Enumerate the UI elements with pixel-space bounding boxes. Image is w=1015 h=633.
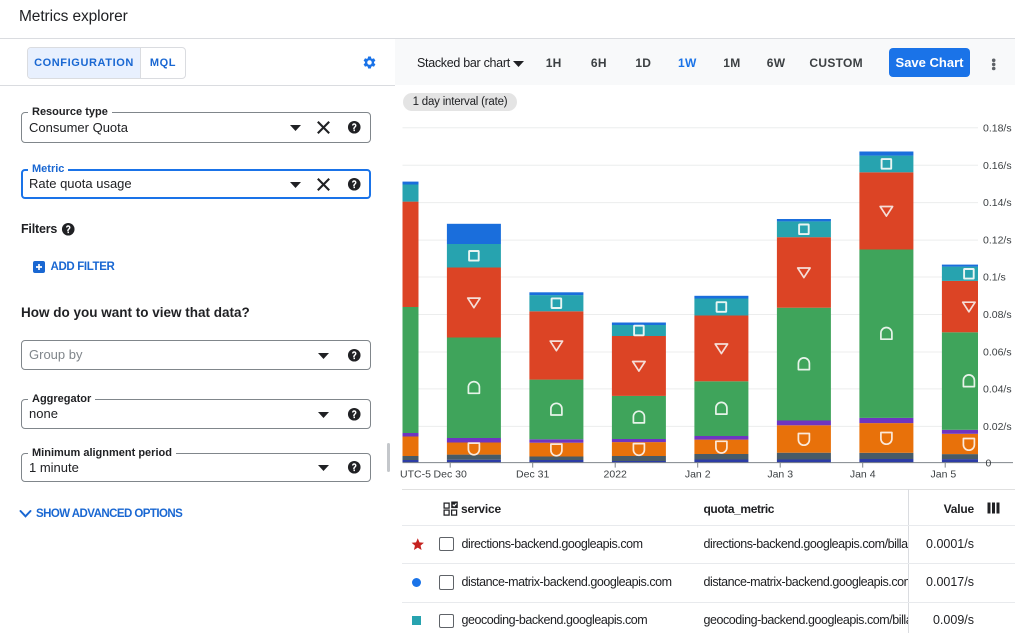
svg-text:0.02/s: 0.02/s xyxy=(983,421,1012,433)
svg-text:Jan 2: Jan 2 xyxy=(685,469,711,481)
svg-text:0.16/s: 0.16/s xyxy=(983,160,1012,172)
svg-text:0.12/s: 0.12/s xyxy=(983,235,1012,247)
svg-text:Jan 5: Jan 5 xyxy=(931,469,957,481)
svg-text:0.18/s: 0.18/s xyxy=(983,122,1012,134)
svg-text:0.06/s: 0.06/s xyxy=(983,347,1012,359)
svg-text:0.14/s: 0.14/s xyxy=(983,197,1012,209)
svg-text:0.08/s: 0.08/s xyxy=(983,309,1012,321)
svg-text:Dec 31: Dec 31 xyxy=(516,469,549,481)
svg-text:0.1/s: 0.1/s xyxy=(983,272,1006,284)
svg-text:UTC-5: UTC-5 xyxy=(400,469,431,481)
svg-text:Jan 4: Jan 4 xyxy=(850,469,876,481)
svg-text:0: 0 xyxy=(986,457,992,469)
svg-text:0.04/s: 0.04/s xyxy=(983,384,1012,396)
svg-text:Dec 30: Dec 30 xyxy=(434,469,467,481)
svg-text:Jan 3: Jan 3 xyxy=(767,469,793,481)
svg-text:2022: 2022 xyxy=(604,469,628,481)
